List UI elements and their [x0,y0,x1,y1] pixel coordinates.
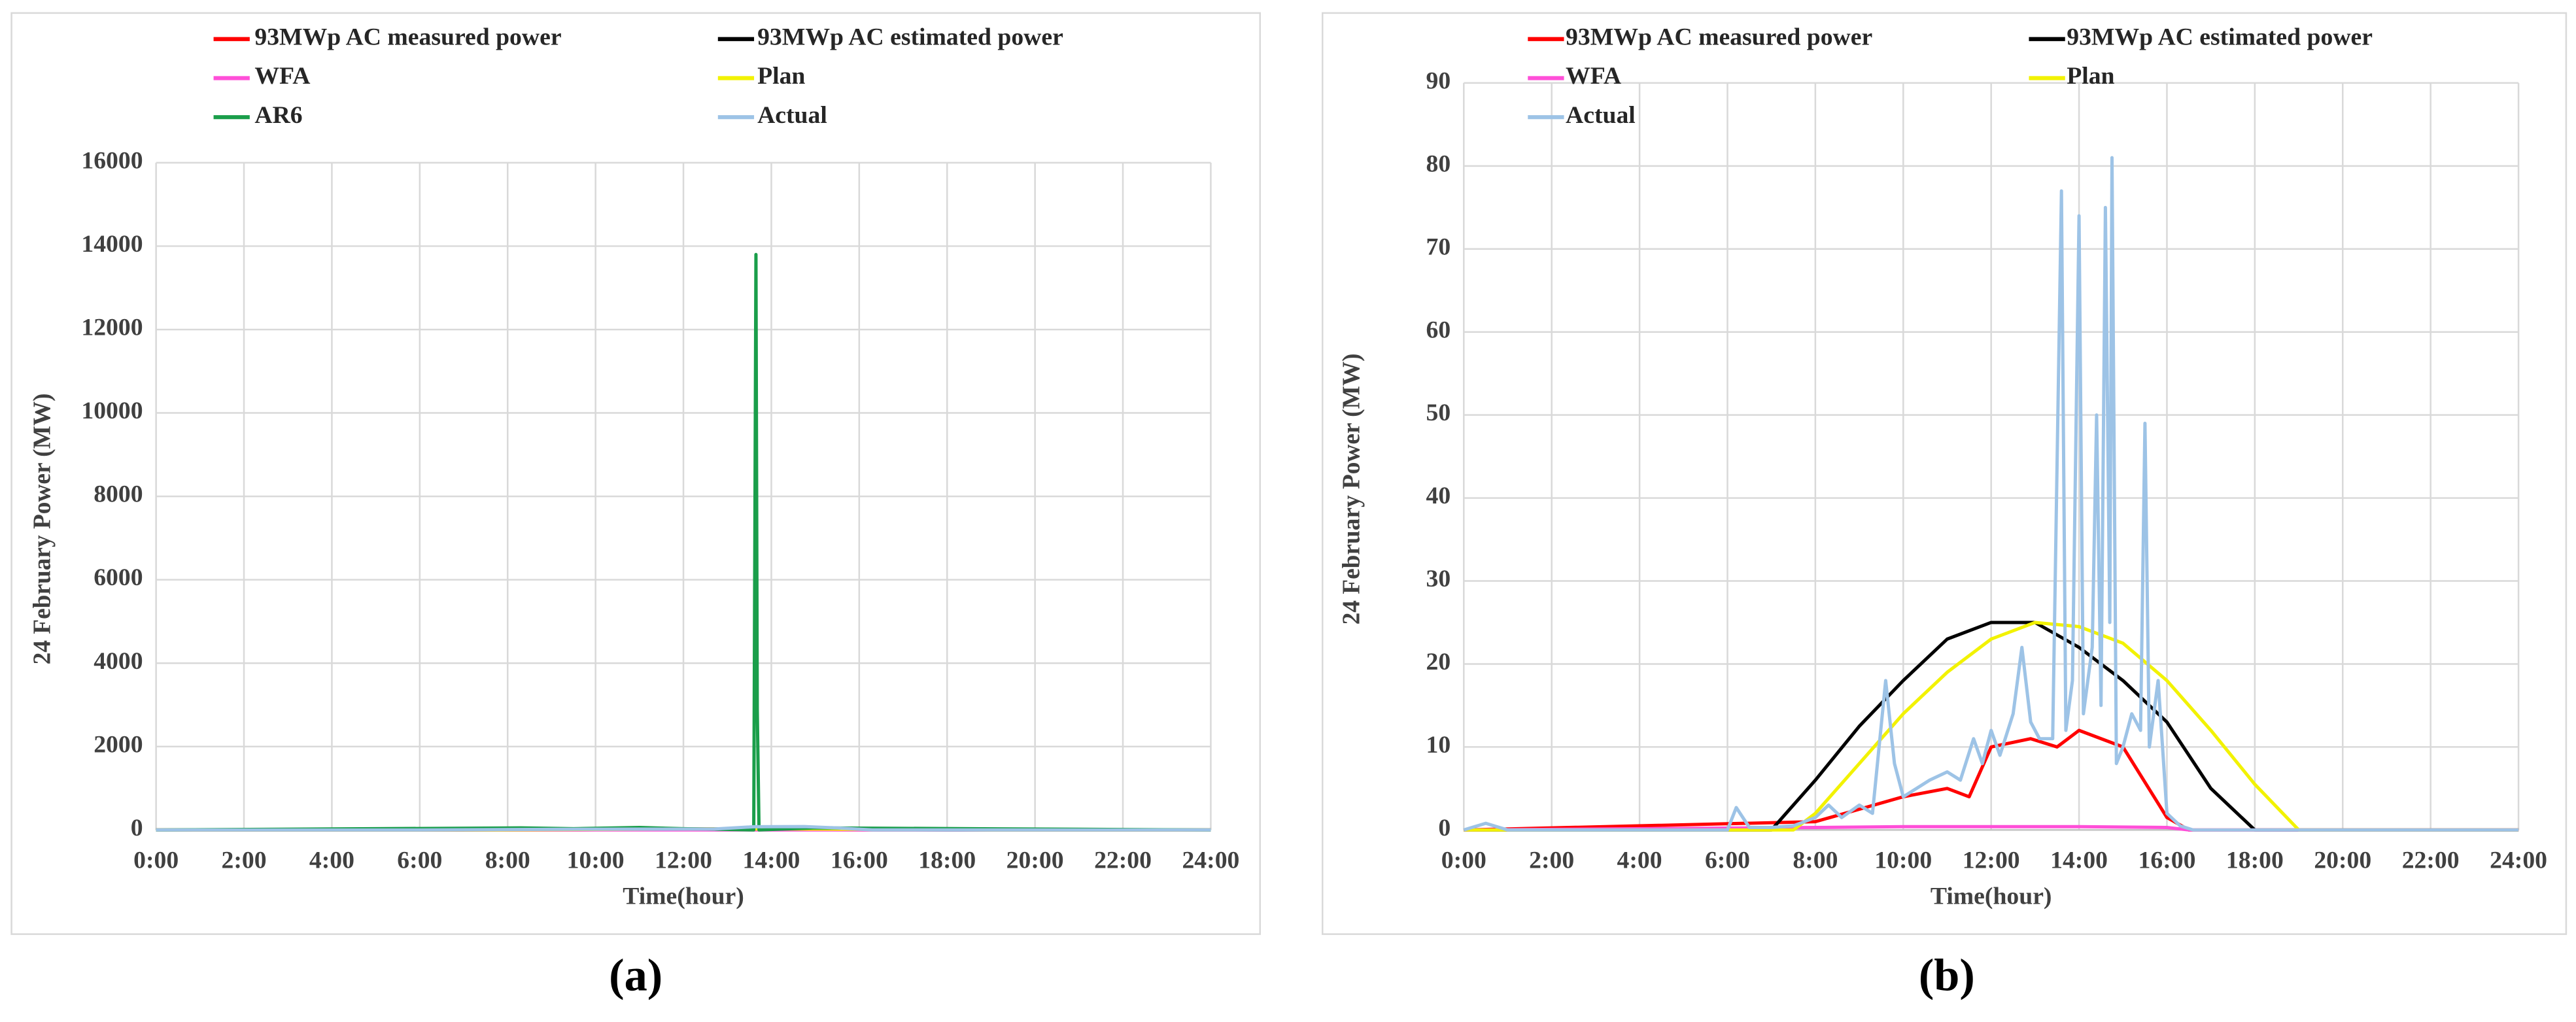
legend-label: AR6 [254,102,302,129]
y-tick-label: 6000 [94,564,143,591]
data-line [1464,728,2519,832]
y-tick-label: 50 [1426,400,1451,426]
x-tick-label: 12:00 [1963,847,2020,874]
legend-label: 93MWp AC measured power [254,24,561,50]
x-tick-label: 8:00 [485,847,530,874]
x-tick-label: 0:00 [1441,847,1486,874]
y-tick-label: 0 [131,815,143,842]
y-tick-label: 30 [1426,566,1451,592]
y-tick-label: 20 [1426,649,1451,675]
y-tick-label: 8000 [94,481,143,508]
x-axis-title: Time(hour) [1931,883,2052,910]
data-line [1464,621,2519,832]
y-tick-label: 60 [1426,316,1451,343]
data-line [1463,156,2519,832]
x-tick-label: 14:00 [2050,847,2108,874]
y-axis-title: 24 February Power (MW) [29,393,56,664]
x-tick-label: 24:00 [1182,847,1239,874]
x-tick-label: 18:00 [2226,847,2284,874]
y-tick-label: 70 [1426,234,1451,261]
x-tick-label: 0:00 [133,847,179,874]
x-tick-label: 12:00 [655,847,712,874]
data-line [156,825,1211,832]
legend-label: WFA [1566,63,1621,90]
caption: (b) [1919,951,1975,1001]
x-tick-label: 24:00 [2490,847,2547,874]
x-tick-label: 22:00 [1094,847,1152,874]
y-axis-title: 24 February Power (MW) [1338,353,1365,624]
x-tick-label: 16:00 [831,847,888,874]
y-tick-label: 16000 [81,148,143,175]
y-tick-label: 80 [1426,151,1451,178]
panel-border [10,12,1262,935]
x-tick-label: 6:00 [1705,847,1750,874]
y-tick-label: 40 [1426,483,1451,509]
data-line [1464,621,2519,832]
x-tick-label: 2:00 [222,847,267,874]
legend-label: 93MWp AC measured power [1566,24,1872,50]
x-tick-label: 20:00 [1006,847,1064,874]
x-axis-title: Time(hour) [623,883,744,910]
x-tick-label: 20:00 [2314,847,2371,874]
legend-label: Actual [757,102,827,129]
x-tick-label: 16:00 [2138,847,2196,874]
x-tick-label: 8:00 [1793,847,1838,874]
y-tick-label: 10000 [81,398,143,424]
panel-border [1321,12,2567,935]
y-tick-label: 0 [1438,815,1451,842]
y-tick-label: 10 [1426,732,1451,758]
y-tick-label: 2000 [94,731,143,758]
legend-label: Plan [757,63,805,90]
legend-label: 93MWp AC estimated power [2067,24,2373,50]
caption: (a) [609,951,662,1001]
x-tick-label: 2:00 [1529,847,1574,874]
x-tick-label: 22:00 [2402,847,2460,874]
x-tick-label: 10:00 [567,847,625,874]
legend-label: Actual [1566,102,1636,129]
x-tick-label: 6:00 [397,847,442,874]
y-tick-label: 14000 [81,231,143,258]
x-tick-label: 4:00 [1617,847,1662,874]
data-line [1464,825,2519,832]
y-tick-label: 4000 [94,648,143,675]
legend-label: Plan [2067,63,2114,90]
x-tick-label: 4:00 [309,847,354,874]
y-tick-label: 90 [1426,68,1451,95]
y-tick-label: 12000 [81,315,143,341]
x-tick-label: 14:00 [742,847,800,874]
legend-label: 93MWp AC estimated power [757,24,1063,50]
x-tick-label: 18:00 [918,847,976,874]
legend-label: WFA [254,63,310,90]
x-tick-label: 10:00 [1874,847,1932,874]
